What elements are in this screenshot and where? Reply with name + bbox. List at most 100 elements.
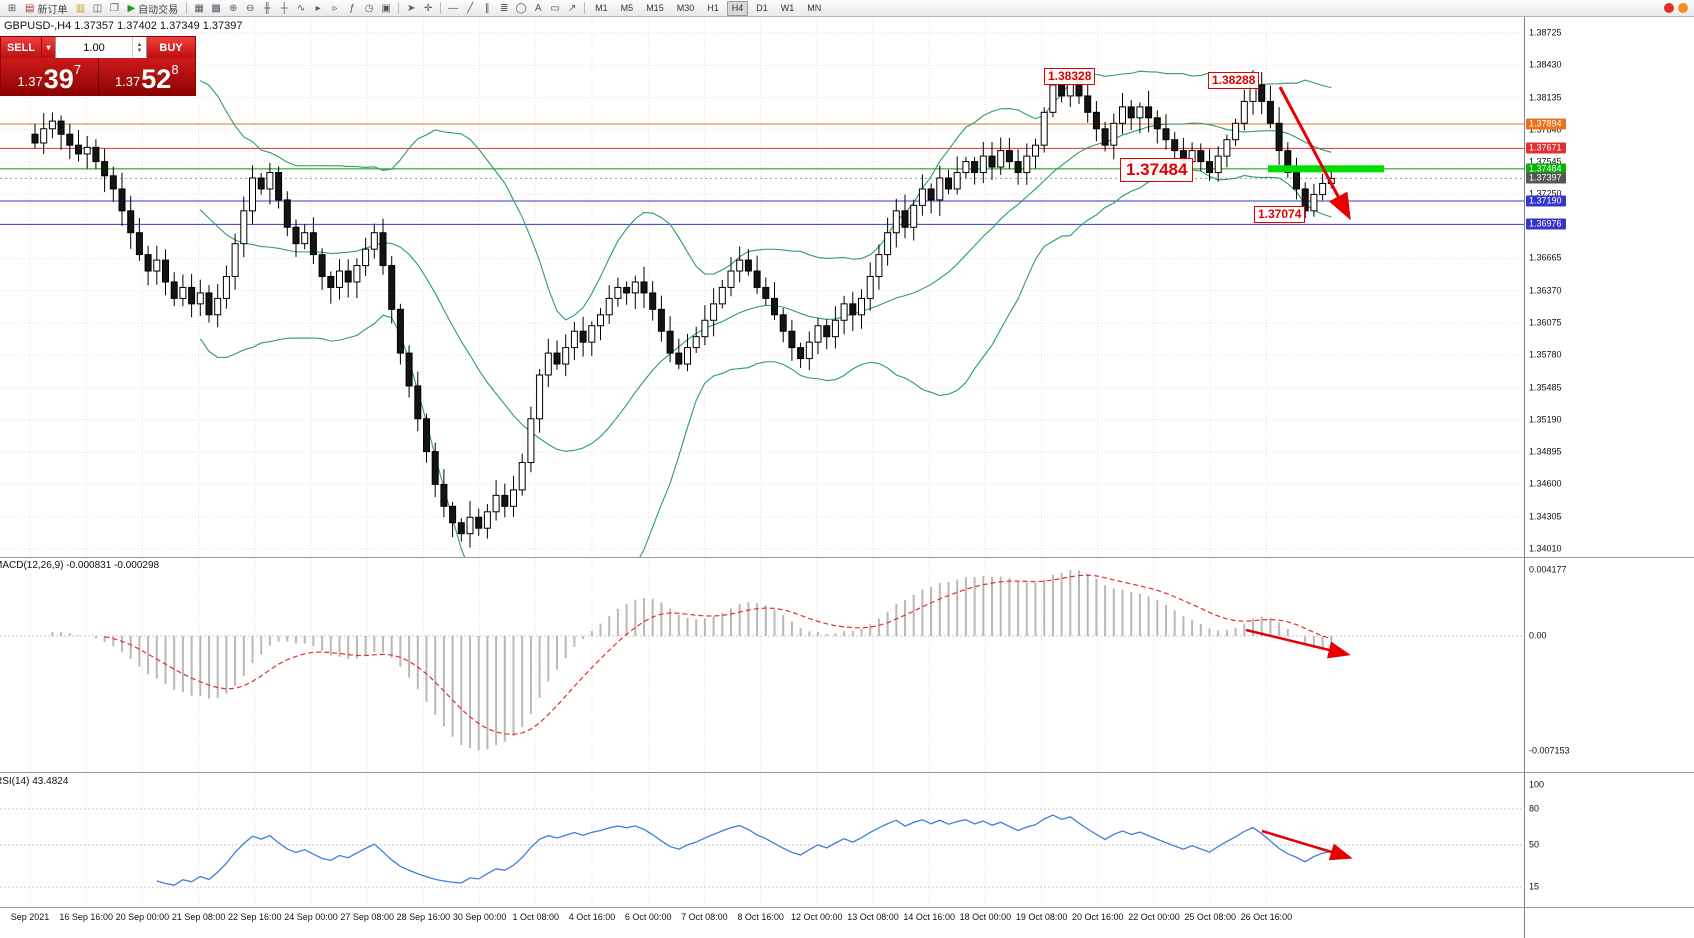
current-price-label: 1.37397 — [1526, 172, 1566, 184]
stepper-up-icon[interactable]: ▲ — [136, 41, 143, 48]
trendline-icon[interactable]: ╱ — [462, 1, 478, 16]
price-tick-label: 1.34600 — [1529, 478, 1562, 489]
price-tick-label: 1.38135 — [1529, 92, 1562, 103]
tile-horizontal-icon[interactable]: ▦ — [191, 1, 207, 16]
price-tick-label: 1.35190 — [1529, 414, 1562, 425]
volume-input[interactable] — [56, 37, 132, 58]
time-axis[interactable]: Sep 2021 16 Sep 16:00 20 Sep 00:00 21 Sep 0… — [0, 908, 1694, 938]
alert-red-icon[interactable] — [1664, 3, 1674, 13]
zoom-in-icon-icon: ⊕ — [228, 2, 238, 14]
time-tick-label: 16 Sep 16:00 — [59, 912, 113, 922]
one-click-trade-panel: SELL ▾ ▲▼ BUY 1.37 39 7 1.37 52 8 — [0, 36, 196, 96]
timeframe-button-h4[interactable]: H4 — [726, 0, 749, 16]
bars-chart-icon-icon: ╫ — [263, 2, 271, 14]
tile-horizontal-icon-icon: ▦ — [194, 2, 204, 14]
price-annotation-box[interactable]: 1.38328 — [1044, 68, 1096, 86]
sell-button[interactable]: SELL — [1, 37, 41, 58]
rsi-panel-separator[interactable] — [0, 772, 1694, 773]
chart-window-icon-icon: ◫ — [92, 2, 103, 14]
sell-price-display[interactable]: 1.37 39 7 — [1, 58, 98, 95]
rsi-indicator-canvas[interactable] — [0, 773, 1524, 907]
templates-icon-icon: ▣ — [381, 2, 391, 14]
buy-price-display[interactable]: 1.37 52 8 — [97, 58, 195, 95]
zoom-out-icon[interactable]: ⊖ — [242, 1, 258, 16]
timeframe-button-h1[interactable]: H1 — [707, 2, 719, 13]
toolbar-right-icons — [1664, 3, 1690, 13]
price-annotation-box[interactable]: 1.37074 — [1254, 205, 1306, 223]
profiles-icon[interactable]: ▥ — [72, 1, 88, 16]
timeframe-button-m15[interactable]: M15 — [646, 2, 664, 13]
new-order-button[interactable]: ▤ 新订单 — [21, 1, 71, 16]
periods-icon[interactable]: ◷ — [361, 1, 377, 16]
price-annotation-box[interactable]: 1.38288 — [1208, 71, 1260, 89]
time-axis-separator — [0, 907, 1694, 908]
stepper-down-icon[interactable]: ▼ — [136, 47, 143, 54]
timeframe-button-m5[interactable]: M5 — [620, 2, 634, 13]
channel-icon[interactable]: ∥ — [479, 1, 495, 16]
arrows-tool-icon[interactable]: ↗ — [564, 1, 580, 16]
tile-windows-icon[interactable]: ❐ — [106, 1, 122, 16]
price-annotation-box[interactable]: 1.37484 — [1120, 157, 1194, 182]
timeframe-button-m30[interactable]: M30 — [676, 2, 695, 13]
chart-shift-icon[interactable]: ▹ — [327, 1, 343, 16]
chart-window-icon[interactable]: ◫ — [89, 1, 105, 16]
label-icon[interactable]: ▭ — [547, 1, 563, 16]
new-chart-icon[interactable]: ⊞ — [4, 1, 20, 16]
line-chart-icon-icon: ∿ — [296, 2, 306, 14]
alert-orange-icon[interactable] — [1678, 3, 1688, 13]
buy-button[interactable]: BUY — [147, 37, 195, 58]
candles-chart-icon-icon: ┼ — [280, 2, 288, 14]
zoom-in-icon[interactable]: ⊕ — [225, 1, 241, 16]
toolbar-separator — [398, 2, 400, 14]
auto-scroll-icon[interactable]: ▸ — [310, 1, 326, 16]
rsi-name: RSI(14) — [0, 776, 30, 787]
time-tick-label: 21 Sep 08:00 — [171, 912, 226, 922]
sell-price-sup: 7 — [73, 62, 82, 77]
macd-panel-separator[interactable] — [0, 557, 1694, 558]
cursor-icon-icon: ➤ — [406, 2, 416, 14]
timeframe-button-w1[interactable]: W1 — [780, 2, 795, 13]
time-tick-label: 25 Oct 08:00 — [1184, 912, 1236, 922]
templates-icon[interactable]: ▣ — [378, 1, 394, 16]
timeframe-button-mn[interactable]: MN — [807, 2, 822, 13]
price-tick-label: 1.36075 — [1529, 317, 1562, 328]
macd-values: -0.000831 -0.000298 — [66, 560, 160, 571]
rsi-axis-label: 80 — [1529, 803, 1540, 814]
price-tick-label: 1.35780 — [1529, 349, 1562, 360]
tile-windows-icon-icon: ❐ — [109, 2, 119, 14]
fibonacci-icon[interactable]: ≣ — [496, 1, 512, 16]
crosshair-icon-icon: ✛ — [423, 2, 433, 14]
price-tick-label: 1.36370 — [1529, 285, 1562, 296]
timeframe-button-m1[interactable]: M1 — [595, 2, 608, 13]
main-chart-canvas[interactable] — [0, 17, 1524, 557]
price-axis[interactable]: 1.387251.384301.381351.378401.375451.372… — [1524, 17, 1694, 938]
time-tick-label: 27 Sep 08:00 — [340, 912, 394, 922]
bars-chart-icon[interactable]: ╫ — [259, 1, 275, 16]
tile-vertical-icon[interactable]: ▩ — [208, 1, 224, 16]
text-icon[interactable]: A — [530, 1, 546, 16]
macd-indicator-canvas[interactable] — [0, 558, 1524, 772]
candles-chart-icon[interactable]: ┼ — [276, 1, 292, 16]
rsi-axis-label: 50 — [1529, 839, 1540, 850]
macd-axis-label: 0.004177 — [1529, 564, 1567, 575]
time-tick-label: 12 Oct 00:00 — [791, 912, 843, 922]
price-marker-label: 1.36976 — [1526, 218, 1566, 230]
hline-icon[interactable]: ― — [445, 1, 461, 16]
price-tick-label: 1.37250 — [1529, 188, 1562, 199]
toolbar-separator — [440, 2, 442, 14]
volume-stepper[interactable]: ▲ ▼ — [132, 37, 146, 58]
line-chart-icon[interactable]: ∿ — [293, 1, 309, 16]
rsi-axis-label: 100 — [1529, 779, 1545, 790]
autotrading-button[interactable]: ▶ 自动交易 — [123, 1, 182, 16]
trade-panel-prices: 1.37 39 7 1.37 52 8 — [1, 58, 195, 95]
price-tick-label: 1.34895 — [1529, 446, 1562, 457]
indicators-icon[interactable]: ƒ — [344, 1, 360, 16]
shapes-icon[interactable]: ◯ — [513, 1, 529, 16]
time-tick-label: 30 Sep 00:00 — [452, 912, 507, 922]
sell-dropdown-arrow-icon[interactable]: ▾ — [41, 37, 55, 58]
toolbar: ⊞ ▤ 新订单 ▥ ◫ ❐ ▶ 自动交易 ▦ ▩ ⊕ ⊖ ╫ ┼ ∿ ▸ ▹ ƒ ◷ ▣ ➤ ✛ ― ╱ ∥ ≣ ◯ A ▭ ↗ M1 M5 M… — [0, 0, 1694, 17]
volume-box: ▲▼ — [55, 37, 147, 58]
cursor-icon[interactable]: ➤ — [403, 1, 419, 16]
crosshair-icon[interactable]: ✛ — [420, 1, 436, 16]
timeframe-button-d1[interactable]: D1 — [756, 2, 768, 13]
